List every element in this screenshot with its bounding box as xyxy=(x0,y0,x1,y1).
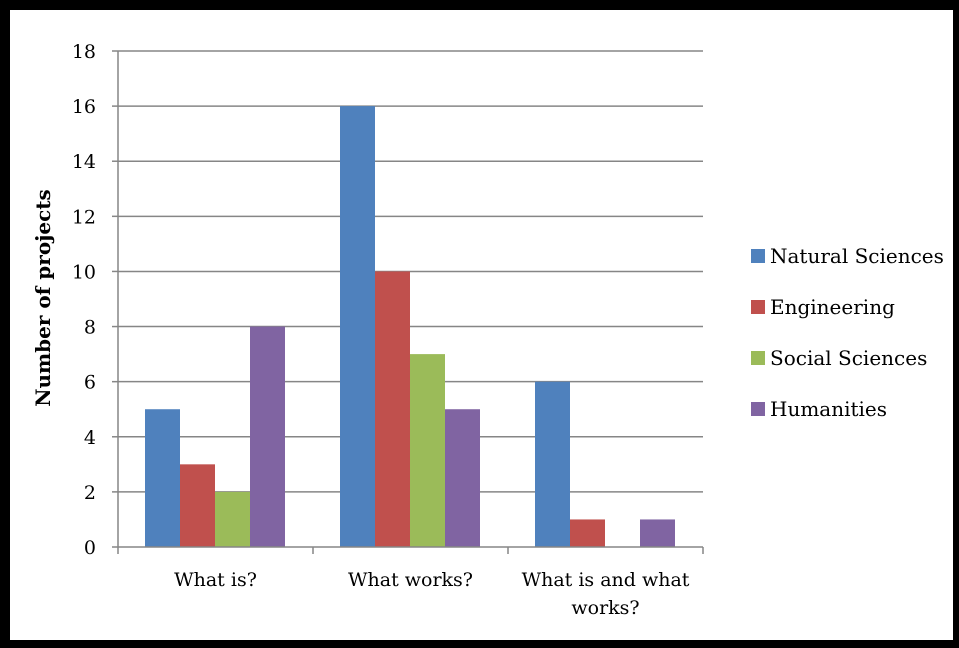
bar xyxy=(180,464,215,547)
axes xyxy=(117,51,704,554)
bar xyxy=(445,409,480,547)
y-tick-label: 10 xyxy=(72,261,96,283)
y-tick-label: 14 xyxy=(72,151,96,173)
y-axis-label: Number of projects xyxy=(31,189,55,407)
y-tick-label: 2 xyxy=(84,482,96,504)
bar xyxy=(145,409,180,547)
bar xyxy=(340,106,375,547)
legend-swatch xyxy=(751,300,765,314)
bar xyxy=(250,326,285,547)
legend: Natural Sciences Engineering Social Scienc… xyxy=(751,244,944,421)
bar xyxy=(215,491,250,547)
bars xyxy=(145,106,675,547)
y-tick-labels: 0 2 4 6 8 10 12 14 16 18 xyxy=(72,41,96,559)
bar xyxy=(640,519,675,547)
bar xyxy=(570,519,605,547)
legend-label: Natural Sciences xyxy=(770,244,944,268)
legend-swatch xyxy=(751,351,765,365)
y-tick-label: 8 xyxy=(84,317,96,339)
y-tick-label: 6 xyxy=(84,372,96,394)
legend-swatch xyxy=(751,249,765,263)
x-category-label: What is and what xyxy=(522,569,690,591)
y-tick-label: 18 xyxy=(72,41,96,63)
bar xyxy=(410,354,445,547)
legend-label: Humanities xyxy=(770,397,887,421)
bar xyxy=(375,271,410,547)
x-category-label: works? xyxy=(571,597,639,619)
x-category-labels: What is? What works? What is and what works… xyxy=(174,569,690,619)
x-category-label: What is? xyxy=(174,569,257,591)
legend-label: Social Sciences xyxy=(770,346,927,370)
legend-swatch xyxy=(751,402,765,416)
legend-label: Engineering xyxy=(770,295,895,319)
y-tick-label: 16 xyxy=(72,96,96,118)
bar xyxy=(535,381,570,547)
y-tick-label: 12 xyxy=(72,206,96,228)
y-tick-label: 4 xyxy=(84,427,96,449)
y-tick-label: 0 xyxy=(84,537,96,559)
x-category-label: What works? xyxy=(348,569,473,591)
